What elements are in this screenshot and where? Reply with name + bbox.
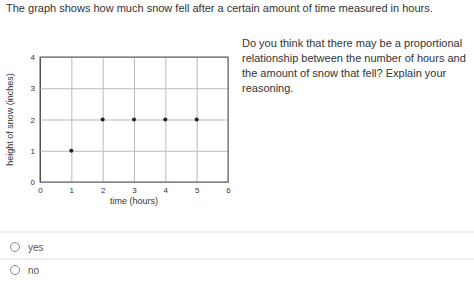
y-grid-line bbox=[40, 151, 228, 152]
y-tick: 0 bbox=[31, 178, 228, 187]
x-axis-title: time (hours) bbox=[110, 196, 158, 206]
x-tick-label: 5 bbox=[195, 186, 200, 195]
points bbox=[69, 118, 198, 153]
x-tick-label: 2 bbox=[101, 186, 106, 195]
header-text: The graph shows how much snow fell after… bbox=[6, 1, 433, 16]
option-label[interactable]: yes bbox=[28, 242, 44, 253]
data-point bbox=[132, 118, 136, 122]
question-text: Do you think that there may be a proport… bbox=[242, 36, 470, 96]
y-tick-label: 2 bbox=[31, 116, 36, 125]
radio-button[interactable] bbox=[11, 243, 20, 252]
y-tick: 1 bbox=[31, 147, 228, 156]
x-axis: 0 1 2 3 4 5 6 bbox=[38, 57, 231, 195]
option-label[interactable]: no bbox=[28, 265, 40, 276]
data-point bbox=[101, 118, 105, 122]
x-tick: 4 bbox=[164, 57, 169, 195]
y-grid-line bbox=[40, 88, 228, 89]
x-tick-label: 1 bbox=[70, 186, 75, 195]
y-tick-label: 0 bbox=[31, 178, 36, 187]
data-point bbox=[195, 118, 199, 122]
x-tick: 3 bbox=[132, 57, 137, 195]
y-tick-label: 3 bbox=[31, 84, 36, 93]
data-point bbox=[163, 118, 167, 122]
x-tick-label: 0 bbox=[38, 186, 43, 195]
plot-frame bbox=[40, 57, 228, 182]
y-tick: 3 bbox=[31, 84, 228, 93]
x-tick: 0 bbox=[38, 57, 43, 195]
y-tick: 2 bbox=[31, 116, 228, 125]
x-tick: 1 bbox=[70, 57, 75, 195]
y-tick: 4 bbox=[31, 53, 228, 62]
data-point bbox=[69, 149, 73, 153]
y-tick-label: 1 bbox=[31, 147, 36, 156]
y-tick-label: 4 bbox=[31, 53, 36, 62]
canvas: 0 1 2 3 4 5 6 0 1 2 3 4 time (hours) height of snow (… bbox=[0, 0, 474, 285]
separator bbox=[0, 232, 474, 233]
x-tick: 2 bbox=[101, 57, 106, 195]
x-tick-label: 4 bbox=[164, 186, 169, 195]
y-axis-title: height of snow (inches) bbox=[5, 73, 15, 166]
x-tick-label: 6 bbox=[226, 186, 231, 195]
x-tick-label: 3 bbox=[132, 186, 137, 195]
separator bbox=[0, 259, 474, 260]
x-tick: 5 bbox=[195, 57, 200, 195]
y-axis: 0 1 2 3 4 bbox=[31, 53, 228, 187]
x-tick: 6 bbox=[226, 57, 231, 195]
radio-button[interactable] bbox=[11, 266, 20, 275]
